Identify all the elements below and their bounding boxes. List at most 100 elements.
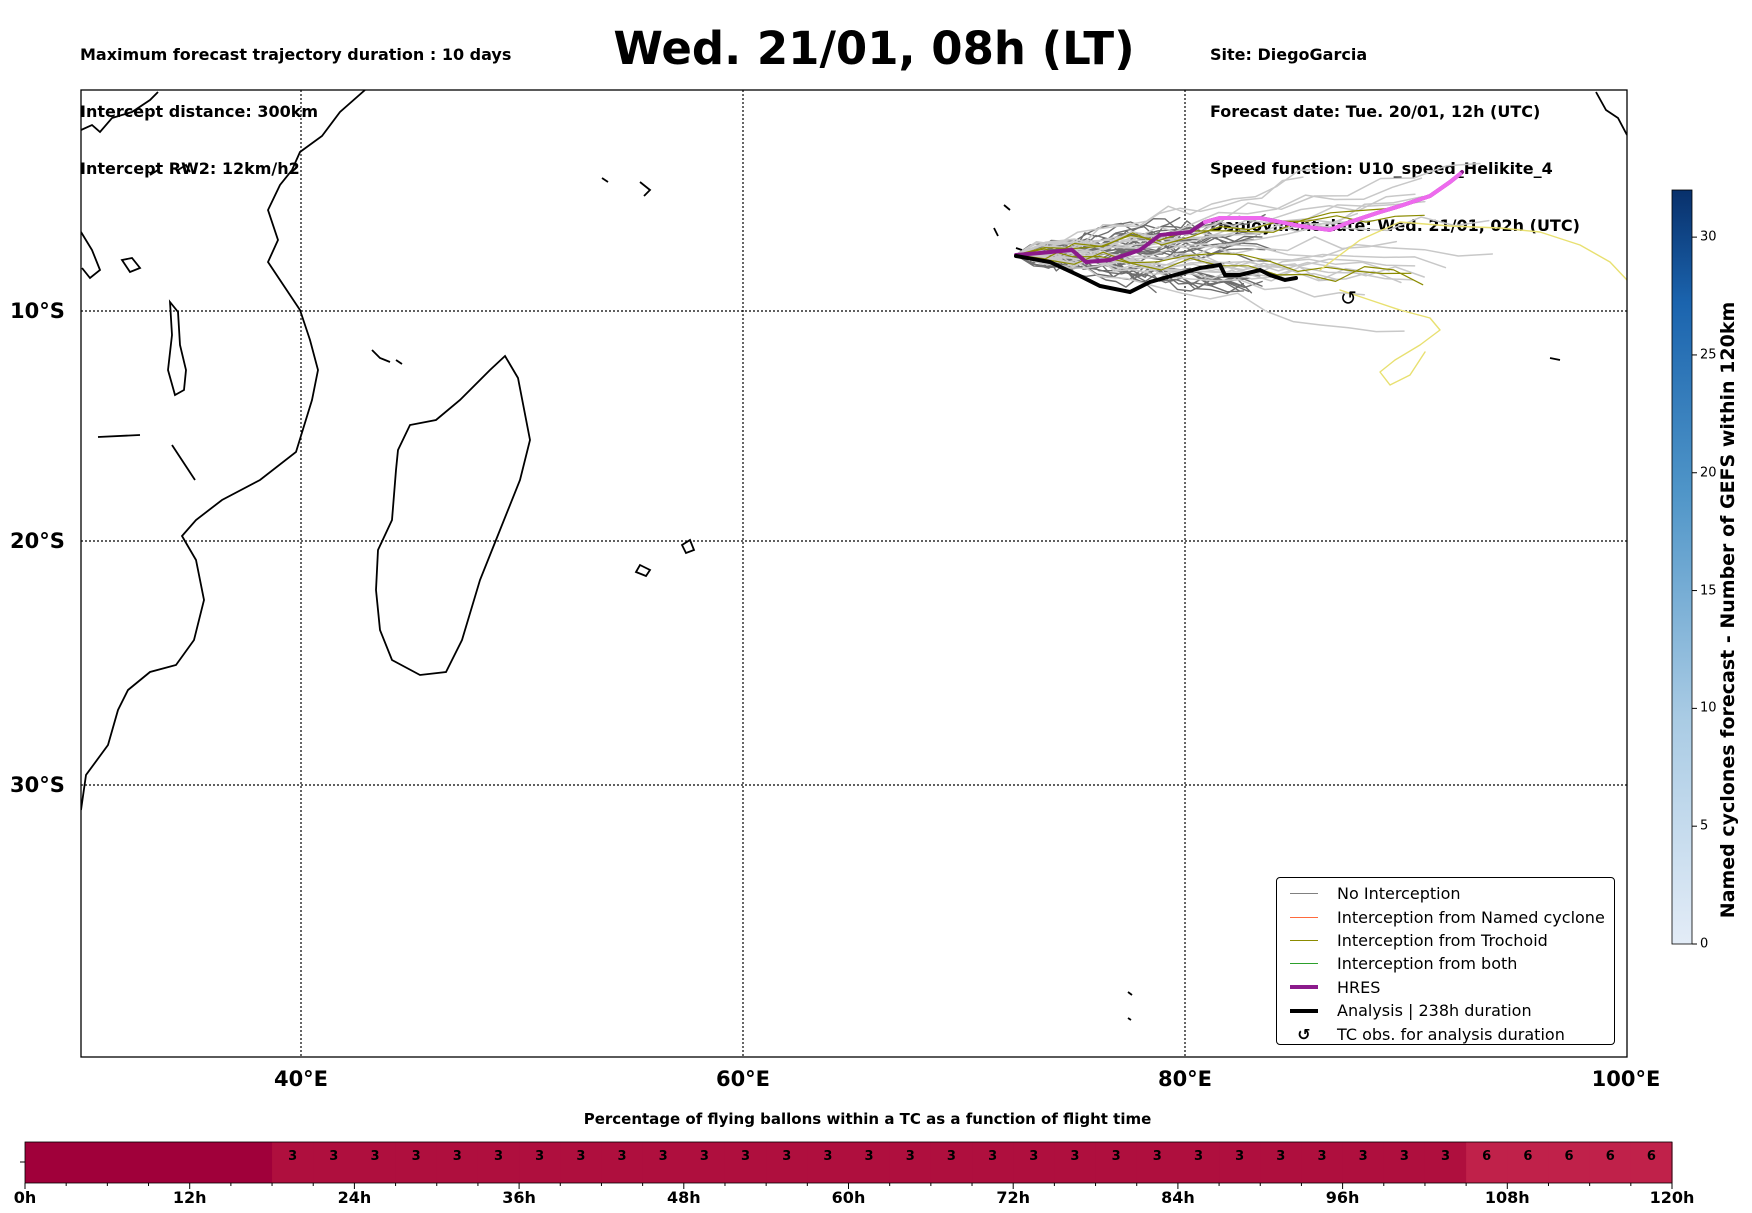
time-bar-cell: [1342, 1142, 1385, 1183]
lat-label-20s: 20°S: [10, 529, 65, 553]
east-island: [1595, 91, 1627, 136]
ensemble-trajectory: [1015, 252, 1390, 276]
page-title: Wed. 21/01, 08h (LT): [613, 22, 1135, 75]
time-bar-cell: [107, 1142, 150, 1183]
time-bar-cell-value: 3: [1358, 1149, 1368, 1164]
time-bar-cell-value: 3: [946, 1149, 956, 1164]
time-bar-cell: [724, 1142, 767, 1183]
bottom-bar-title: Percentage of flying ballons within a TC…: [583, 1110, 1152, 1128]
time-bar-cell: [272, 1142, 314, 1183]
legend-line-swatch: [1290, 939, 1318, 941]
legend-item: Interception from Trochoid: [1285, 929, 1606, 952]
coastlines: [81, 90, 1627, 1021]
time-bar-cell: [601, 1142, 644, 1183]
param-line-intercept-distance: Intercept distance: 300km: [80, 102, 319, 121]
lat-label-10s: 10°S: [10, 299, 65, 323]
tc-observation-symbol: ↺: [1340, 286, 1357, 310]
mauritius: [634, 563, 652, 578]
time-bar-cell: [1548, 1142, 1591, 1183]
analysis-trajectory: [1014, 254, 1298, 295]
time-bar-cell-value: 3: [288, 1149, 298, 1164]
time-bar-cell: [313, 1142, 355, 1183]
time-bar-cell: [66, 1142, 108, 1183]
time-bar-hour-label: 60h: [831, 1188, 866, 1207]
time-bar-cell: [477, 1142, 520, 1183]
legend-line-swatch: [1290, 893, 1318, 895]
hres-trajectory-extended: [1203, 172, 1462, 233]
mozambique-channel-lake: [167, 299, 187, 397]
maldives-chagos: [993, 204, 1023, 251]
lon-label-80e: 80°E: [1157, 1067, 1213, 1091]
time-bar-cell: [1177, 1142, 1220, 1183]
legend-line-swatch: [1290, 985, 1318, 990]
yellow-trajectory: [1319, 221, 1627, 281]
lon-label-60e: 60°E: [715, 1067, 771, 1091]
time-bar-cell: [1013, 1142, 1055, 1183]
time-bar-hour-label: 108h: [1484, 1188, 1530, 1207]
legend-label: Interception from Named cyclone: [1337, 907, 1605, 927]
time-bar-cell-value: 6: [1646, 1149, 1656, 1164]
time-bar-cell: [560, 1142, 603, 1183]
colorbar-tick-label: 20: [1700, 465, 1717, 481]
seychelles: [601, 177, 652, 197]
param-line-duration: Maximum forecast trajectory duration : 1…: [80, 45, 512, 64]
legend-item: Analysis | 238h duration: [1285, 999, 1606, 1022]
time-bar-hour-label: 96h: [1325, 1188, 1360, 1207]
time-bar-cell: [889, 1142, 932, 1183]
time-bar-cell: [189, 1142, 232, 1183]
time-bar-cell-value: 3: [1276, 1149, 1286, 1164]
cocos: [1549, 357, 1561, 361]
ensemble-trajectory: [1015, 254, 1366, 298]
time-bar-cell-value: 3: [1193, 1149, 1204, 1164]
time-bar-cell-value: 3: [370, 1149, 380, 1164]
time-bar-cell-value: 3: [1235, 1149, 1245, 1164]
colorbar-tick-label: 10: [1700, 700, 1717, 716]
time-bar-cell: [1219, 1142, 1261, 1183]
tc-observation-icon: ↺: [1297, 1024, 1311, 1044]
time-bar-cell-value: 3: [1399, 1149, 1409, 1164]
lake-small: [120, 257, 142, 274]
legend-line-swatch: [1290, 963, 1318, 965]
legend-label: No Interception: [1337, 884, 1461, 904]
time-bar-hour-label: 0h: [13, 1188, 37, 1207]
forecast-parameters: Maximum forecast trajectory duration : 1…: [80, 7, 511, 197]
legend-item: No Interception: [1285, 882, 1606, 905]
time-bar-cell-value: 6: [1523, 1149, 1533, 1164]
legend-label: TC obs. for analysis duration: [1337, 1024, 1565, 1044]
time-bar-cell: [848, 1142, 891, 1183]
time-bar-cell: [1383, 1142, 1426, 1183]
param-line-intercept-rw2: Intercept RW2: 12km/h2: [80, 159, 300, 178]
time-bar-cell: [395, 1142, 438, 1183]
colorbar-ticks: [1692, 236, 1697, 945]
time-bar-cell-value: 3: [658, 1149, 668, 1164]
legend-label: Interception from both: [1337, 954, 1518, 974]
colorbar-tick-label: 5: [1700, 818, 1709, 834]
map-legend: No Interception Interception from Named …: [1276, 877, 1615, 1045]
time-bar-cell: [807, 1142, 850, 1183]
time-bar-cell-value: 3: [1152, 1149, 1162, 1164]
time-bar-cell-value: 6: [1564, 1149, 1574, 1164]
time-bar-cell: [148, 1142, 191, 1183]
time-bar-cell: [1589, 1142, 1632, 1183]
time-bar-cell: [972, 1142, 1014, 1183]
ensemble-trajectory: [1015, 254, 1405, 333]
lat-label-30s: 30°S: [10, 773, 65, 797]
legend-label: Analysis | 238h duration: [1337, 1001, 1532, 1021]
time-bar-cell: [930, 1142, 973, 1183]
legend-label: Interception from Trochoid: [1337, 930, 1548, 950]
colorbar: [1671, 189, 1693, 945]
forecast-date-line: Forecast date: Tue. 20/01, 12h (UTC): [1210, 102, 1541, 121]
time-bar-hour-label: 24h: [337, 1188, 372, 1207]
time-bar-cell: [642, 1142, 685, 1183]
legend-line-swatch: [1290, 1008, 1318, 1013]
time-bar-cell-value: 3: [576, 1149, 586, 1164]
legend-item: Interception from Named cyclone: [1285, 905, 1606, 928]
amsterdam-island: [1127, 991, 1133, 1021]
shore-line-south: [97, 434, 196, 481]
ensemble-trajectory: [1015, 236, 1398, 258]
colorbar-tick-label: 30: [1700, 229, 1717, 245]
time-bar-cell-value: 6: [1482, 1149, 1492, 1164]
time-bar-cell-value: 6: [1605, 1149, 1615, 1164]
colorbar-tick-label: 15: [1700, 583, 1717, 599]
